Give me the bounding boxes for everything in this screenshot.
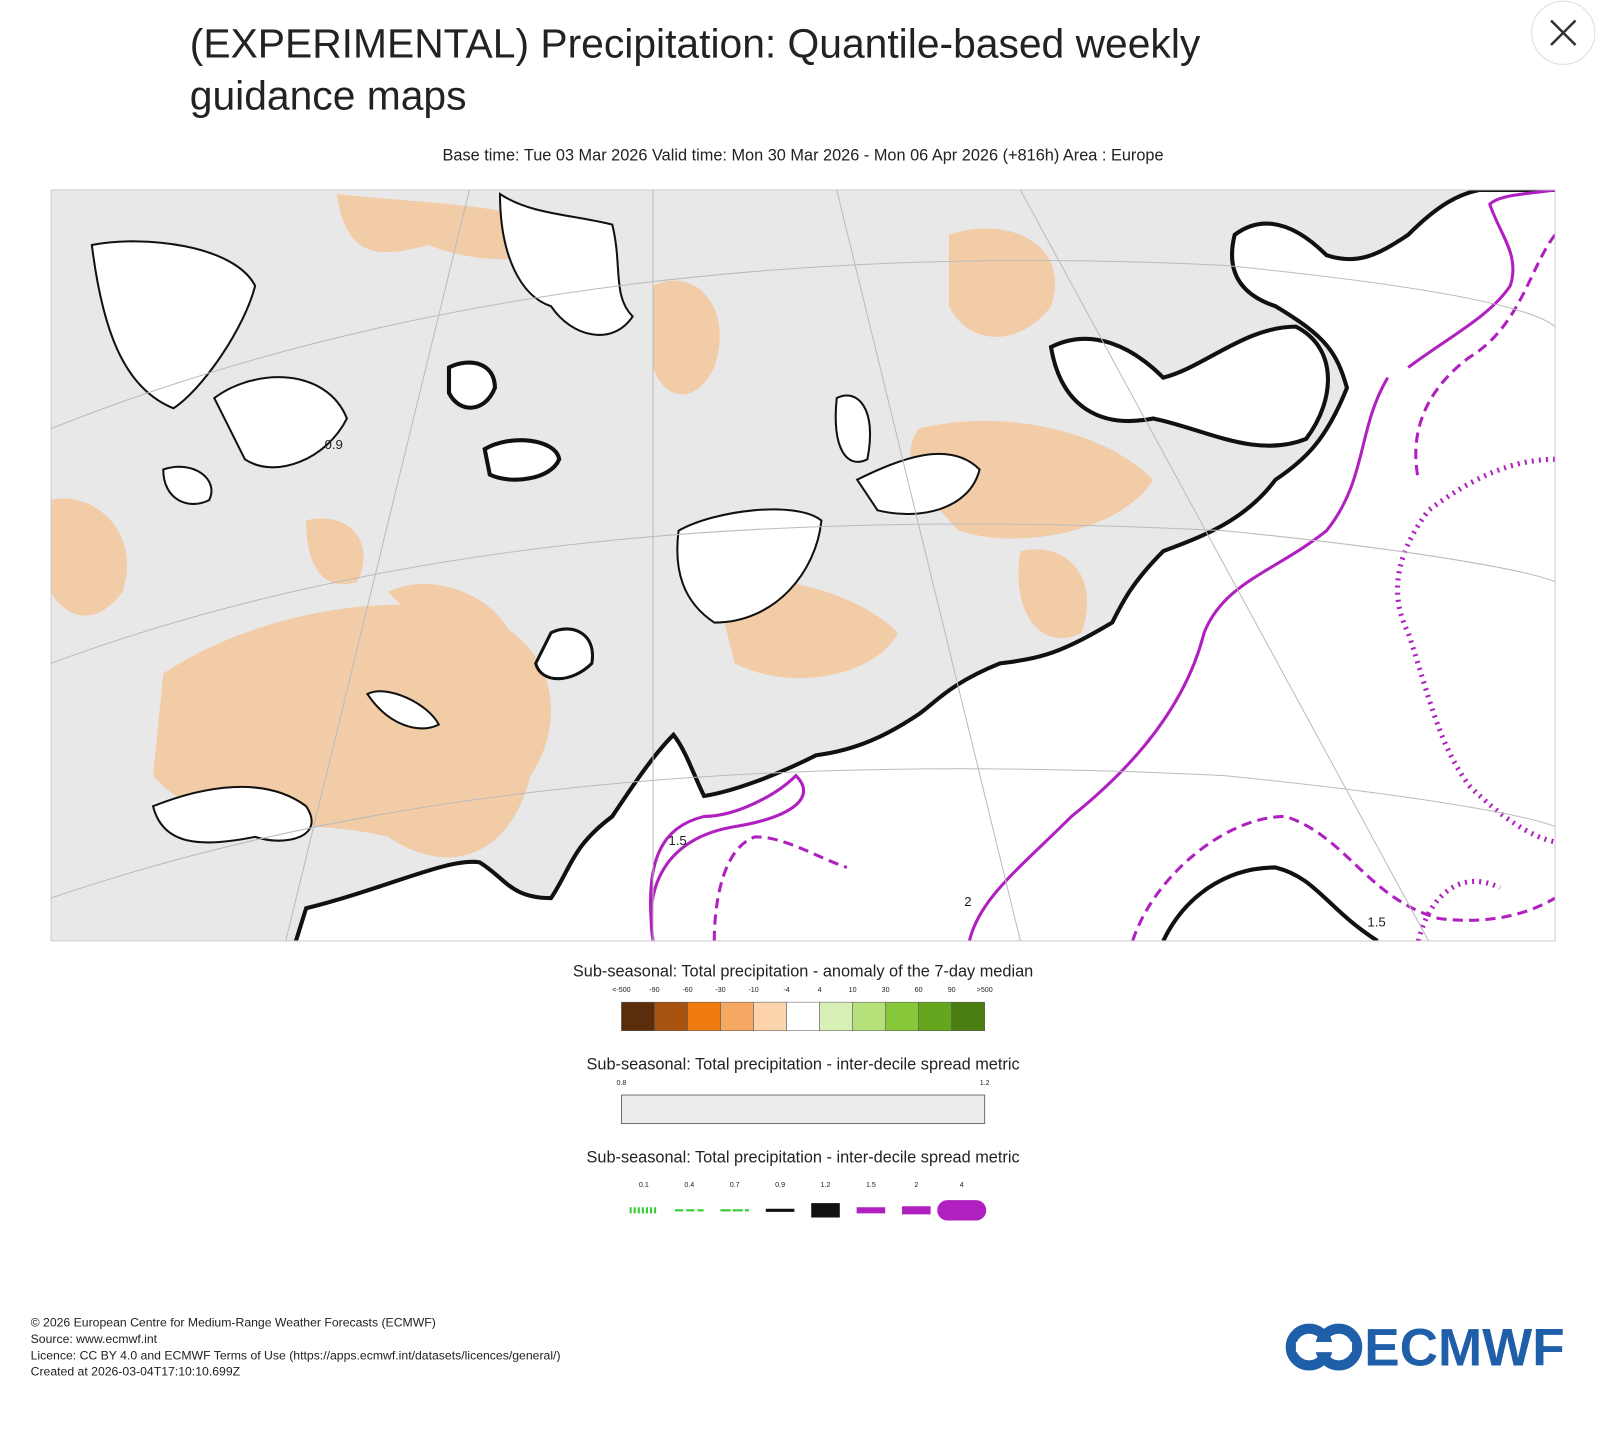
- logo-text: ECMWF: [1364, 1318, 1564, 1377]
- legend-swatch: [753, 1001, 787, 1031]
- legend-label: 4: [818, 986, 822, 994]
- contour-labels: 1.5 2 1.5 0.9: [324, 437, 1385, 930]
- legend-label: 60: [915, 986, 923, 994]
- footer-line: Licence: CC BY 4.0 and ECMWF Terms of Us…: [31, 1348, 561, 1362]
- map-frame: [50, 189, 1556, 942]
- contour-label: 1.5: [668, 833, 686, 848]
- legend-title: Sub-seasonal: Total precipitation - inte…: [587, 1148, 1020, 1166]
- legend-swatch: [852, 1001, 886, 1031]
- legend-swatch: [819, 1001, 853, 1031]
- legend-label: 0.9: [775, 1181, 785, 1189]
- footer-line: Source: www.ecmwf.int: [31, 1332, 158, 1346]
- legend-swatch: [786, 1001, 820, 1031]
- subtitle: Base time: Tue 03 Mar 2026 Valid time: M…: [443, 146, 1164, 164]
- footer: © 2026 European Centre for Medium-Range …: [31, 1316, 561, 1379]
- contour-label: 0.9: [324, 437, 342, 452]
- legend-label: -4: [783, 986, 789, 994]
- footer-line: Created at 2026-03-04T17:10:10.699Z: [31, 1365, 241, 1379]
- graticule: [51, 189, 1556, 941]
- legend-label: 90: [948, 986, 956, 994]
- legend-label: 2: [914, 1181, 918, 1189]
- legend-swatch: [885, 1001, 919, 1031]
- legend-title: Sub-seasonal: Total precipitation - inte…: [587, 1055, 1020, 1073]
- legend-label: 0.8: [616, 1079, 626, 1087]
- footer-line: © 2026 European Centre for Medium-Range …: [31, 1316, 436, 1330]
- contour-label: 1.5: [1367, 915, 1385, 930]
- legend-label: -10: [748, 986, 758, 994]
- legend-swatch: [654, 1001, 688, 1031]
- legend-label: <-500: [612, 986, 630, 994]
- low-spread-areas: [90, 192, 1330, 844]
- legend-label: 4: [960, 1181, 964, 1189]
- map: 1.5 2 1.5 0.9: [51, 189, 1556, 941]
- close-button[interactable]: [1531, 0, 1596, 65]
- legend-label: -60: [682, 986, 692, 994]
- legend-title: Sub-seasonal: Total precipitation - anom…: [573, 963, 1033, 981]
- legend-swatch: [687, 1001, 721, 1031]
- legend-label: -30: [715, 986, 725, 994]
- legend-swatch: [951, 1001, 985, 1031]
- legend-label: 0.4: [684, 1181, 694, 1189]
- spread-contour: [293, 189, 1556, 941]
- high-spread-contours: [648, 189, 1556, 941]
- legend-label: 1.2: [821, 1181, 831, 1189]
- legend-label: 1.5: [866, 1181, 876, 1189]
- legend-label: 1.2: [980, 1079, 990, 1087]
- logo: ECMWF: [1285, 1318, 1565, 1377]
- legend-swatch: [621, 1001, 655, 1031]
- spread-contour: [1161, 865, 1379, 941]
- legends: Sub-seasonal: Total precipitation - anom…: [573, 963, 1033, 1221]
- legend-label: -90: [649, 986, 659, 994]
- contour-label: 2: [964, 894, 971, 909]
- legend-swatch: [918, 1001, 952, 1031]
- legend-swatch: [621, 1094, 986, 1124]
- title: (EXPERIMENTAL) Precipitation: Quantile-b…: [190, 20, 1201, 66]
- legend-label: >500: [977, 986, 993, 994]
- title: guidance maps: [190, 72, 467, 118]
- anomaly-areas: [51, 193, 1154, 858]
- legend-label: 0.1: [639, 1181, 649, 1189]
- legend-label: 10: [849, 986, 857, 994]
- legend-label: 0.7: [730, 1181, 740, 1189]
- legend-swatch: [720, 1001, 754, 1031]
- legend-label: 30: [882, 986, 890, 994]
